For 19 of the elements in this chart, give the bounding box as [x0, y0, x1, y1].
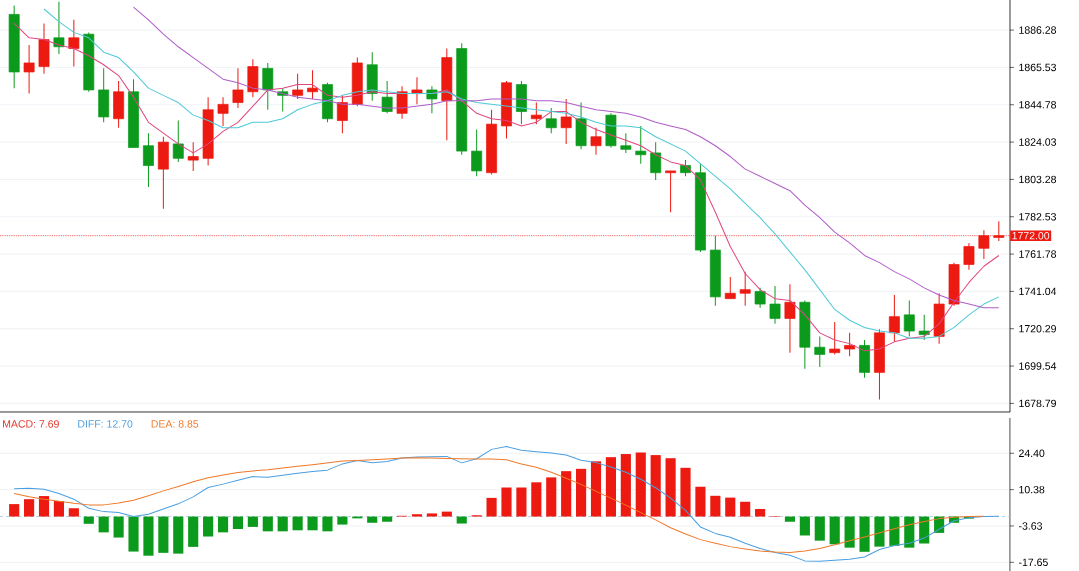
y-tick-label: 1865.53 — [1019, 63, 1057, 72]
y-tick-label: -3.63 — [1019, 522, 1042, 530]
text: DIFF: 12.70 — [78, 420, 133, 428]
y-tick-label: 10.38 — [1019, 485, 1045, 494]
y-tick-label: 24.40 — [1019, 449, 1045, 457]
y-tick-label: 1803.28 — [1019, 175, 1057, 184]
y-tick-label: 1741.04 — [1019, 287, 1057, 296]
y-tick-label: -17.65 — [1019, 558, 1048, 567]
y-tick-label: 1844.78 — [1019, 101, 1057, 109]
text: DEA: 8.85 — [151, 420, 199, 428]
y-tick-label: 1678.79 — [1019, 399, 1056, 408]
y-tick-label: 1824.03 — [1019, 138, 1057, 146]
y-tick-label: 1782.53 — [1019, 213, 1057, 221]
y-tick-label: 1761.78 — [1019, 250, 1057, 258]
ref-line-label: 1772.00 — [1012, 231, 1050, 240]
text: MACD: 7.69 — [3, 420, 59, 428]
y-tick-label: 1720.29 — [1019, 325, 1056, 333]
y-tick-label: 1699.54 — [1019, 362, 1057, 370]
y-tick-label: 1886.28 — [1019, 26, 1057, 34]
